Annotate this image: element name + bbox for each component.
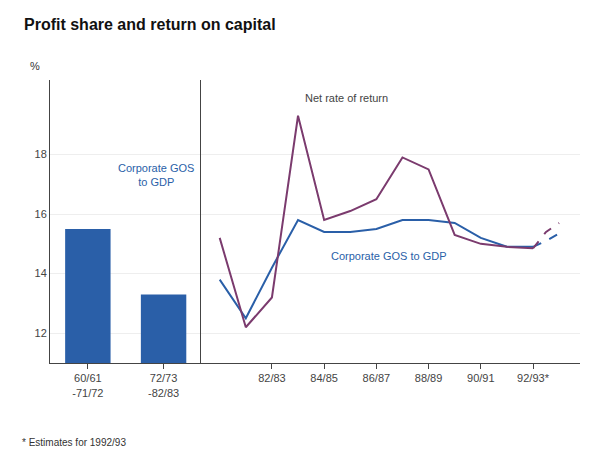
svg-text:16: 16: [35, 208, 47, 220]
svg-text:* Estimates for 1992/93: * Estimates for 1992/93: [22, 437, 126, 448]
svg-text:88/89: 88/89: [415, 372, 443, 384]
svg-text:Net rate of return: Net rate of return: [305, 92, 388, 104]
svg-text:18: 18: [35, 148, 47, 160]
svg-text:Corporate GOS to GDP: Corporate GOS to GDP: [331, 250, 447, 262]
svg-text:72/73-82/83: 72/73-82/83: [148, 372, 179, 398]
svg-text:60/61-71/72: 60/61-71/72: [72, 372, 103, 398]
svg-text:Profit share and return on cap: Profit share and return on capital: [24, 16, 276, 33]
svg-text:14: 14: [35, 267, 47, 279]
svg-text:12: 12: [35, 327, 47, 339]
svg-text:%: %: [30, 60, 40, 72]
svg-text:84/85: 84/85: [310, 372, 338, 384]
svg-text:92/93*: 92/93*: [517, 372, 550, 384]
svg-text:86/87: 86/87: [363, 372, 391, 384]
svg-text:90/91: 90/91: [467, 372, 495, 384]
svg-text:82/83: 82/83: [258, 372, 286, 384]
svg-text:Corporate GOSto GDP: Corporate GOSto GDP: [118, 162, 194, 188]
